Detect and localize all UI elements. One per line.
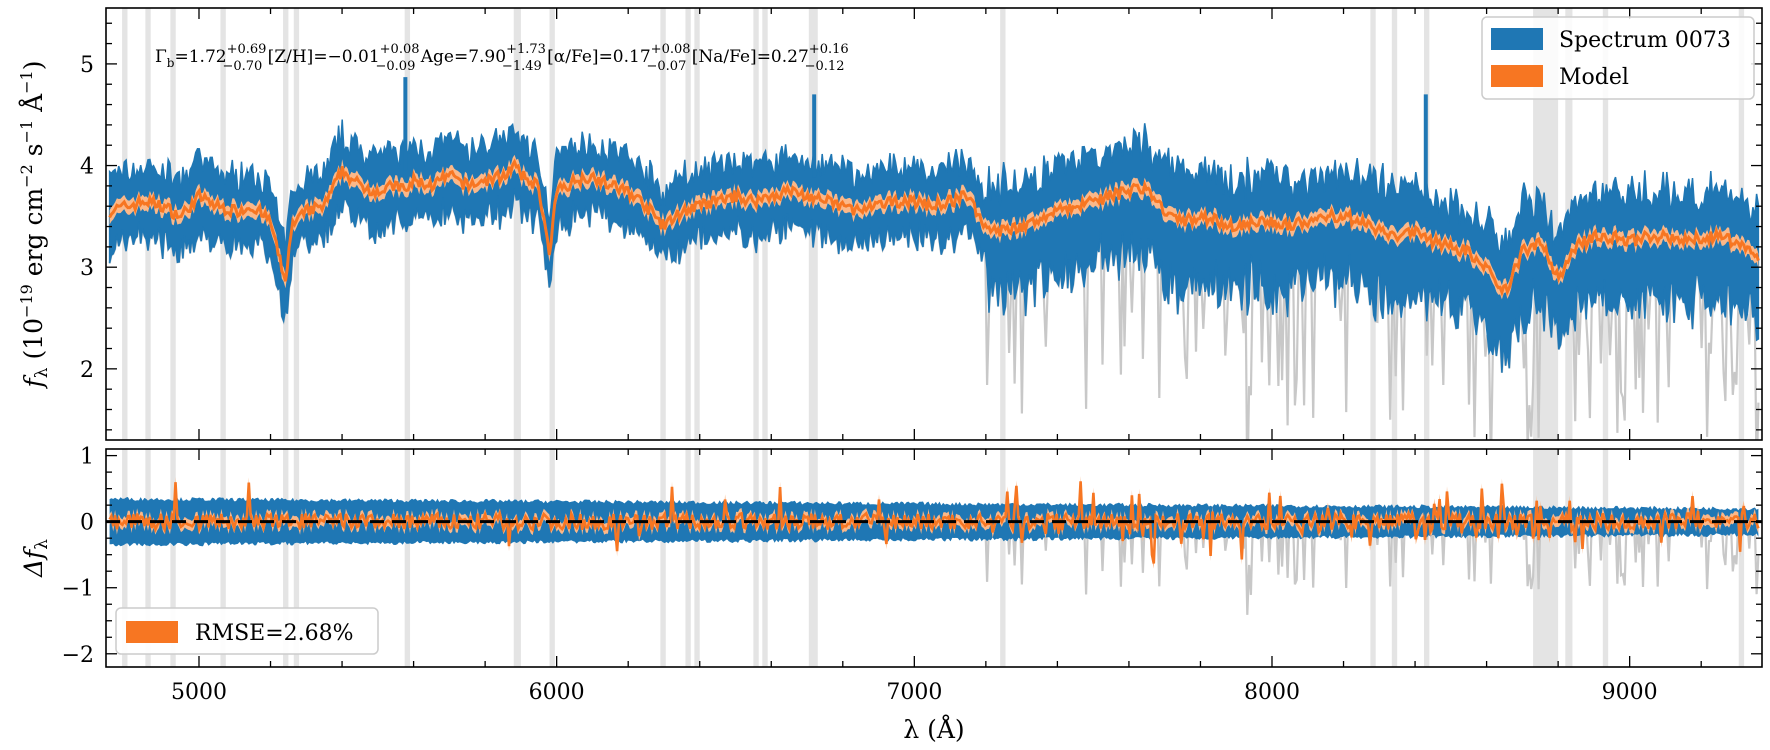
masked-region-band (283, 449, 289, 667)
masked-region-band (753, 449, 759, 667)
spectrum-panel: 2 3 4 5 Γb=1.72+0.69 −0.70 [Z/H]=−0.01+0.08−… (17, 7, 1763, 441)
masked-region-band (808, 449, 818, 667)
masked-region-band (122, 449, 128, 667)
masked-region-band (170, 449, 176, 667)
masked-region-band (145, 449, 151, 667)
legend-bottom: RMSE=2.68% (115, 607, 379, 655)
fit-parameters-annotation: Γb=1.72+0.69 −0.70 [Z/H]=−0.01+0.08 −0.09 … (155, 42, 849, 74)
y-tick-label-bottom: −2 (62, 643, 94, 668)
x-tick-label: 9000 (1602, 680, 1658, 705)
legend-swatch-model (1491, 65, 1543, 87)
x-tick-label: 5000 (171, 680, 227, 705)
legend-label-rmse: RMSE=2.68% (195, 621, 354, 646)
masked-region-band (1000, 449, 1006, 667)
masked-region-band (513, 449, 521, 667)
y-tick-label-top: 5 (80, 53, 94, 78)
masked-region-band (283, 8, 289, 440)
masked-region-band (660, 449, 666, 667)
x-axis-label: λ (Å) (903, 714, 964, 744)
y-tick-label-bottom: 0 (80, 511, 94, 536)
residual-ticks: 5000 6000 7000 8000 9000 −2 −1 0 1 (62, 445, 1762, 705)
masked-region-band (1424, 449, 1430, 667)
y-tick-label-top: 4 (80, 155, 94, 180)
masked-region-band (1602, 449, 1609, 667)
legend-top-box (1481, 16, 1755, 100)
legend-label-spectrum: Spectrum 0073 (1559, 28, 1731, 53)
masked-region-band (220, 449, 226, 667)
legend-swatch-rmse (126, 621, 178, 643)
residual-panel: 5000 6000 7000 8000 9000 −2 −1 0 1 RMSE=2.68% Δf… (19, 445, 1763, 705)
y-tick-label-bottom: −1 (62, 577, 94, 602)
masked-regions-bottom (122, 449, 1745, 667)
masked-region-band (1370, 449, 1376, 667)
masked-region-band (685, 449, 691, 667)
spectrum-series-group (108, 77, 1760, 440)
masked-region-band (1738, 449, 1745, 667)
masked-region-band (513, 8, 521, 440)
masked-region-band (762, 449, 768, 667)
x-tick-label: 6000 (529, 680, 585, 705)
legend-top: Spectrum 0073 Model (1481, 16, 1755, 100)
masked-region-band (549, 449, 555, 667)
model-line (108, 158, 1760, 298)
residual-y-axis-label: Δfλ (19, 539, 52, 578)
spectrum-ticks: 2 3 4 5 (80, 8, 1762, 440)
y-tick-label-bottom: 1 (80, 445, 94, 470)
x-tick-label: 7000 (886, 680, 942, 705)
spectrum-y-axis-label: fλ (10−19 erg cm−2 s−1 Å−1) (17, 60, 52, 389)
residual-line (108, 481, 1760, 564)
masked-region-band (404, 449, 411, 667)
residual-axes-frame (105, 448, 1763, 668)
spectrum-axes-frame (105, 7, 1763, 441)
masked-region-band (694, 449, 700, 667)
x-tick-label: 8000 (1244, 680, 1300, 705)
y-tick-label-top: 2 (80, 358, 94, 383)
legend-swatch-spectrum (1491, 28, 1543, 50)
residual-series-group (106, 476, 1762, 615)
legend-bottom-box (115, 607, 379, 655)
y-tick-label-top: 3 (80, 256, 94, 281)
legend-label-model: Model (1559, 65, 1629, 90)
masked-region-band (293, 449, 300, 667)
masked-region-band (1565, 449, 1573, 667)
